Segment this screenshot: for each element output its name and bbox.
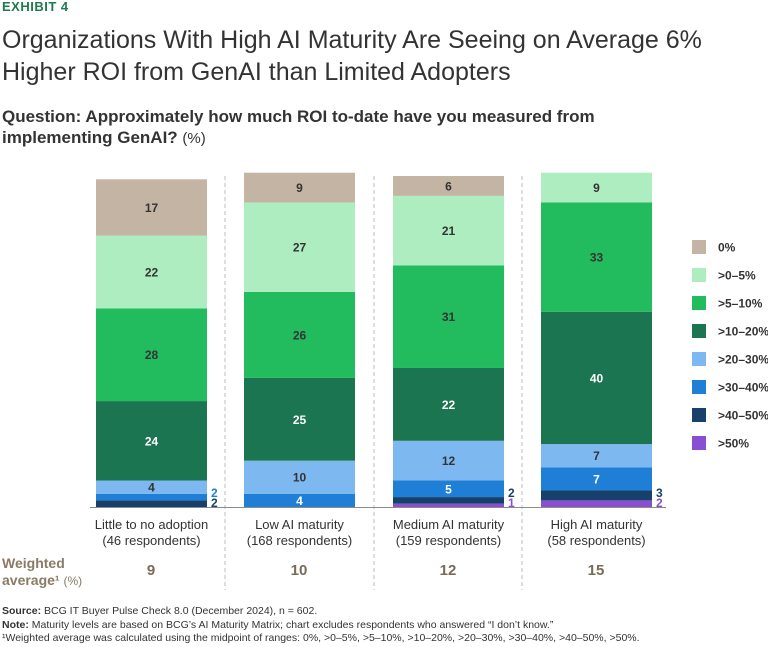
bar-segment-3-gt5-10pct [393, 265, 504, 368]
bar-label-1-gt5-10pct: 28 [145, 348, 159, 362]
bar-label-2-gt30-40pct: 4 [296, 494, 303, 508]
bar-segment-2-0pct [244, 172, 355, 203]
question-unit: (%) [182, 130, 206, 147]
bar-label-3-gt20-30pct: 12 [442, 454, 456, 468]
legend-swatch-gt30-40pct [692, 380, 706, 394]
bar-label-2-gt10-20pct: 25 [293, 413, 307, 427]
weighted-label-line-1: Weighted [2, 555, 65, 571]
weighted-value-high: 15 [587, 562, 605, 579]
legend-swatch-0pct [692, 240, 706, 254]
legend-swatch-gt5-10pct [692, 296, 706, 310]
category-sublabel-2: (168 respondents) [247, 533, 353, 548]
bar-segment-4-gt10-20pct [541, 311, 652, 445]
legend-swatch-gt50pct [692, 436, 706, 450]
bar-segment-2-gt20-30pct [244, 460, 355, 494]
bar-label-1-gt20-30pct: 4 [148, 481, 155, 495]
bar-label-4-gt5-10pct: 33 [590, 251, 604, 265]
bar-segment-3-0pct [393, 176, 504, 196]
category-label-4: High AI maturity [551, 517, 643, 532]
weighted-label-line-2: average¹ (%) [2, 572, 83, 588]
title-line-1: Organizations With High AI Maturity Are … [2, 26, 702, 54]
category-sublabel-3: (159 respondents) [396, 533, 502, 548]
bar-outside-label-1-gt40-50pct: 2 [211, 496, 218, 510]
bar-segment-4-gt5-10pct [541, 202, 652, 312]
bar-label-1-gt0-5pct: 22 [145, 265, 159, 279]
bar-segment-3-gt30-40pct [393, 480, 504, 498]
category-label-2: Low AI maturity [255, 517, 344, 532]
bar-segment-1-gt5-10pct [96, 308, 207, 402]
bar-outside-label-1-gt30-40pct: 2 [211, 486, 218, 500]
bar-segment-2-gt10-20pct [244, 377, 355, 461]
bar-label-3-gt0-5pct: 21 [442, 224, 456, 238]
bar-segment-1-gt0-5pct [96, 235, 207, 309]
bar-segment-1-gt40-50pct [96, 500, 207, 507]
legend-label-gt10-20pct: >10–20% [718, 325, 768, 339]
chart-title: Organizations With High AI Maturity Are … [2, 24, 762, 88]
question-bold: Question: Approximately how much ROI to-… [2, 107, 595, 147]
bar-segment-4-gt20-30pct [541, 444, 652, 468]
legend-swatch-gt20-30pct [692, 352, 706, 366]
bar-segment-2-gt5-10pct [244, 291, 355, 378]
bar-segment-1-0pct [96, 179, 207, 236]
weighted-value-medium: 12 [439, 562, 457, 579]
bar-segment-2-gt0-5pct [244, 202, 355, 292]
bar-label-3-gt30-40pct: 5 [445, 482, 452, 496]
bar-label-2-gt0-5pct: 27 [293, 241, 307, 255]
bar-segment-2-gt30-40pct [244, 493, 355, 507]
bar-segment-1-gt10-20pct [96, 401, 207, 481]
source-note: Source: BCG IT Buyer Pulse Check 8.0 (De… [2, 605, 318, 617]
maturity-note: Note: Maturity levels are based on BCG’s… [2, 618, 554, 631]
bar-outside-label-4-gt50pct: 2 [656, 496, 663, 510]
bar-segment-1-gt30-40pct [96, 493, 207, 501]
bar-label-4-gt0-5pct: 9 [593, 181, 600, 195]
weighted-value-low: 10 [290, 562, 308, 579]
weighted-footnote: ¹Weighted average was calculated using t… [2, 632, 640, 644]
legend-label-gt0-5pct: >0–5% [718, 269, 756, 283]
legend-label-gt40-50pct: >40–50% [718, 409, 768, 423]
legend-swatch-gt40-50pct [692, 408, 706, 422]
bar-segment-3-gt50pct [393, 503, 504, 507]
bar-segment-3-gt10-20pct [393, 367, 504, 441]
category-sublabel-1: (46 respondents) [102, 533, 200, 548]
bar-segment-3-gt40-50pct [393, 497, 504, 504]
bar-segment-4-gt40-50pct [541, 490, 652, 501]
category-label-1: Little to no adoption [95, 517, 208, 532]
bar-label-2-gt5-10pct: 26 [293, 328, 307, 342]
exhibit-label: EXHIBIT 4 [2, 0, 69, 14]
bar-segment-3-gt0-5pct [393, 195, 504, 266]
category-sublabel-4: (58 respondents) [547, 533, 645, 548]
bar-label-3-gt5-10pct: 31 [442, 310, 456, 324]
weighted-average-label: Weighted average¹ (%) [2, 555, 82, 590]
bar-label-3-gt10-20pct: 22 [442, 398, 456, 412]
bar-outside-label-3-gt40-50pct: 2 [508, 486, 515, 500]
legend-label-gt20-30pct: >20–30% [718, 353, 768, 367]
bar-outside-label-4-gt40-50pct: 3 [656, 486, 663, 500]
legend-swatch-gt10-20pct [692, 324, 706, 338]
legend-label-gt50pct: >50% [718, 437, 749, 451]
bar-label-4-gt30-40pct: 7 [593, 472, 600, 486]
weighted-value-little: 9 [146, 562, 156, 579]
bar-label-2-0pct: 9 [296, 181, 303, 195]
title-line-2: Higher ROI from GenAI than Limited Adopt… [2, 58, 511, 86]
bar-segment-4-gt0-5pct [541, 172, 652, 203]
bar-label-4-gt10-20pct: 40 [590, 371, 604, 385]
bar-label-2-gt20-30pct: 10 [293, 471, 307, 485]
category-label-3: Medium AI maturity [393, 517, 505, 532]
bar-label-3-0pct: 6 [445, 179, 452, 193]
bar-segment-4-gt30-40pct [541, 467, 652, 491]
legend-swatch-gt0-5pct [692, 268, 706, 282]
bar-segment-1-gt20-30pct [96, 480, 207, 494]
bar-segment-3-gt20-30pct [393, 440, 504, 481]
bar-label-1-gt10-20pct: 24 [145, 434, 159, 448]
legend-label-0pct: 0% [718, 241, 736, 255]
footnotes: Source: BCG IT Buyer Pulse Check 8.0 (De… [2, 605, 766, 646]
legend-label-gt5-10pct: >5–10% [718, 297, 763, 311]
bar-outside-label-3-gt50pct: 1 [508, 496, 515, 510]
bar-label-1-0pct: 17 [145, 201, 159, 215]
bar-label-4-gt20-30pct: 7 [593, 449, 600, 463]
question-text: Question: Approximately how much ROI to-… [2, 106, 702, 149]
legend-label-gt30-40pct: >30–40% [718, 381, 768, 395]
bar-segment-4-gt50pct [541, 500, 652, 507]
